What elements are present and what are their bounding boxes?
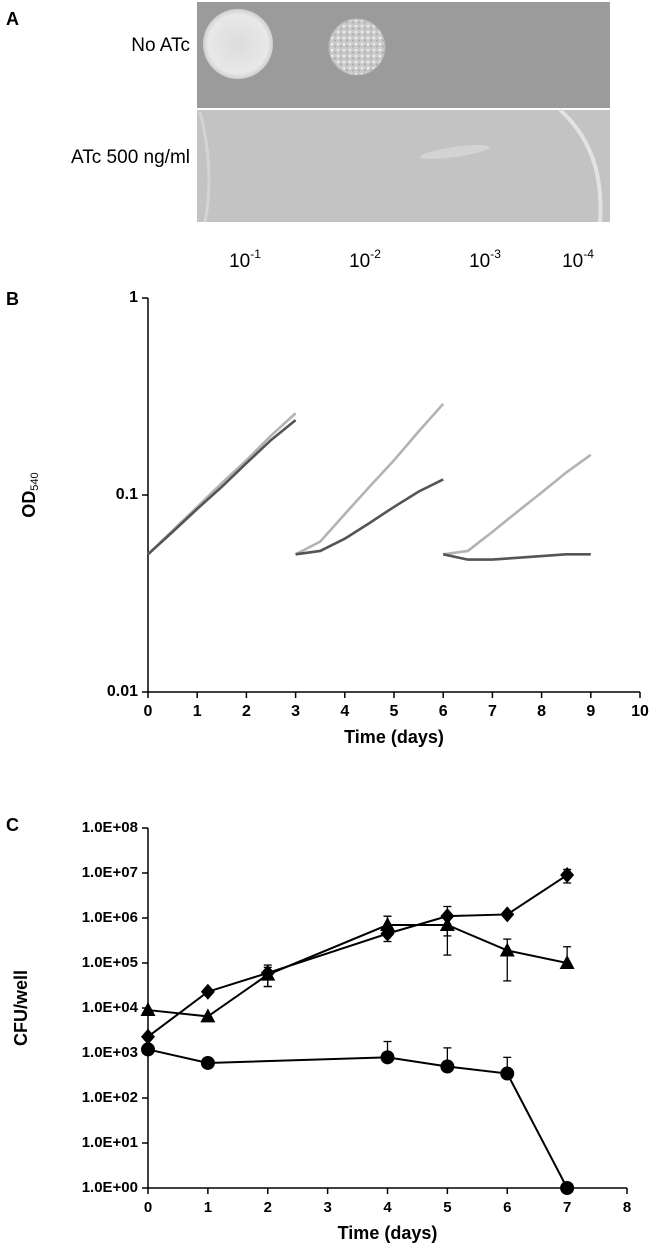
- x-tick-label: 8: [537, 703, 546, 720]
- x-tick-label: 9: [586, 703, 595, 720]
- y-tick-label: 1.0E+00: [82, 1179, 138, 1196]
- series-line: [147, 419, 297, 556]
- plate-rim: [558, 108, 603, 223]
- x-tick-label: 8: [623, 1199, 631, 1216]
- dilution-exponent: -4: [583, 247, 594, 261]
- colony-spot: [328, 18, 386, 76]
- marker-triangle: [260, 966, 276, 981]
- row-label: ATc 500 ng/ml: [71, 147, 190, 168]
- plate-rim: [198, 111, 211, 223]
- x-axis-label: Time (days): [338, 1223, 438, 1243]
- marker-circle: [560, 1181, 575, 1195]
- x-tick-label: 2: [264, 1199, 272, 1216]
- dilution-base: 10: [229, 251, 250, 272]
- series-line: [147, 1048, 569, 1189]
- x-tick-label: 6: [503, 1199, 511, 1216]
- series-line: [442, 553, 591, 561]
- dilution-label: 10-3: [469, 247, 501, 272]
- x-tick-label: 3: [291, 703, 300, 720]
- y-axis-label: CFU/well: [11, 970, 31, 1046]
- x-tick-label: 6: [439, 703, 448, 720]
- marker-diamond: [141, 1028, 155, 1045]
- marker-diamond: [200, 983, 215, 1000]
- marker-circle: [380, 1050, 395, 1065]
- dilution-exponent: -1: [250, 247, 261, 261]
- dilution-label: 10-1: [229, 247, 261, 272]
- y-tick-label: 1.0E+02: [82, 1089, 138, 1106]
- x-tick-label: 4: [383, 1199, 392, 1216]
- y-axis-label-main: CFU/well: [11, 970, 31, 1046]
- y-tick-label: 0.1: [116, 486, 138, 503]
- dilution-exponent: -2: [370, 247, 381, 261]
- dilution-exponent: -3: [490, 247, 501, 261]
- x-tick-label: 1: [204, 1199, 212, 1216]
- x-tick-label: 0: [144, 1199, 152, 1216]
- dilution-label: 10-2: [349, 247, 381, 272]
- x-tick-label: 3: [323, 1199, 331, 1216]
- marker-diamond: [440, 908, 455, 925]
- dilution-base: 10: [469, 251, 490, 272]
- x-tick-label: 4: [340, 703, 349, 720]
- series-line: [295, 478, 444, 556]
- plate-photo: [197, 2, 610, 223]
- y-tick-label: 1.0E+03: [82, 1044, 138, 1061]
- plate-bottom: [197, 110, 610, 222]
- marker-circle: [200, 1055, 215, 1070]
- dilution-base: 10: [349, 251, 370, 272]
- y-tick-label: 0.01: [107, 683, 138, 700]
- marker-triangle: [499, 942, 515, 957]
- y-axis-label-main: OD: [19, 491, 39, 518]
- x-tick-label: 7: [563, 1199, 571, 1216]
- marker-circle: [500, 1066, 515, 1081]
- series-line: [443, 453, 592, 556]
- dilution-label: 10-4: [562, 247, 594, 272]
- y-tick-label: 1.0E+08: [82, 819, 138, 836]
- row-label: No ATc: [131, 35, 190, 56]
- marker-triangle: [439, 916, 455, 931]
- marker-diamond: [500, 906, 515, 923]
- faint-streak: [420, 145, 490, 159]
- y-axis-label: OD540: [19, 472, 41, 517]
- x-tick-label: 7: [488, 703, 497, 720]
- marker-triangle: [380, 916, 395, 931]
- marker-circle: [141, 1042, 155, 1057]
- marker-circle: [440, 1059, 455, 1074]
- x-tick-label: 10: [631, 703, 649, 720]
- x-tick-label: 5: [443, 1199, 451, 1216]
- x-tick-label: 1: [193, 703, 202, 720]
- y-tick-label: 1.0E+04: [82, 999, 139, 1016]
- marker-triangle: [140, 1002, 156, 1017]
- x-tick-label: 5: [390, 703, 399, 720]
- y-axis-label-subscript: 540: [29, 472, 41, 490]
- panel-label: B: [6, 289, 19, 309]
- x-tick-label: 0: [144, 703, 153, 720]
- panel-label: A: [6, 9, 19, 29]
- colony-spot: [203, 9, 273, 79]
- marker-diamond: [560, 867, 575, 884]
- y-tick-label: 1.0E+05: [82, 954, 138, 971]
- series-line: [295, 403, 445, 556]
- y-tick-label: 1.0E+07: [82, 864, 138, 881]
- panel-label: C: [6, 815, 19, 835]
- y-tick-label: 1.0E+01: [82, 1134, 138, 1151]
- dilution-base: 10: [562, 251, 583, 272]
- y-tick-label: 1: [129, 289, 138, 306]
- y-tick-label: 1.0E+06: [82, 909, 138, 926]
- x-tick-label: 2: [242, 703, 251, 720]
- x-axis-label: Time (days): [344, 727, 444, 747]
- marker-triangle: [559, 955, 575, 969]
- marker-triangle: [200, 1008, 216, 1023]
